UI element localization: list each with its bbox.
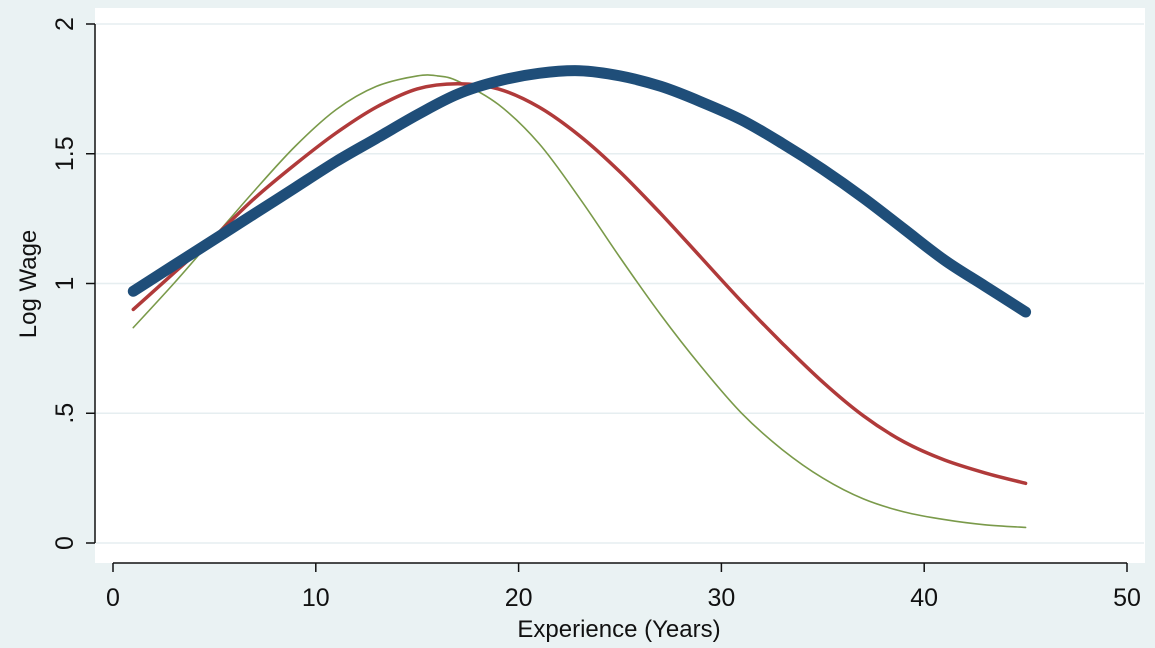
series-group [127,65,1032,529]
x-tick-label-3: 30 [707,584,735,612]
x-tick-label-4: 40 [910,584,938,612]
x-axis-title: Experience (Years) [517,616,720,643]
y-tick-label-2: 1 [51,277,79,291]
y-tick-label-1: .5 [51,403,79,424]
y-tick-label-3: 1.5 [51,136,79,171]
x-tick-label-2: 20 [505,584,533,612]
series-line-1 [127,65,1032,318]
x-tick-label-0: 0 [106,584,120,612]
series-line-3 [132,74,1027,529]
x-tick-label-1: 10 [302,584,330,612]
series-line-2 [131,81,1028,486]
y-axis-title: Log Wage [15,230,42,339]
x-tick-label-5: 50 [1113,584,1141,612]
y-tick-label-4: 2 [51,17,79,31]
y-tick-label-0: 0 [51,536,79,550]
plot-area [95,8,1145,563]
axes: 0 10 20 30 40 50 0 .5 1 1.5 2 [51,17,1141,612]
gridlines [96,23,1144,544]
